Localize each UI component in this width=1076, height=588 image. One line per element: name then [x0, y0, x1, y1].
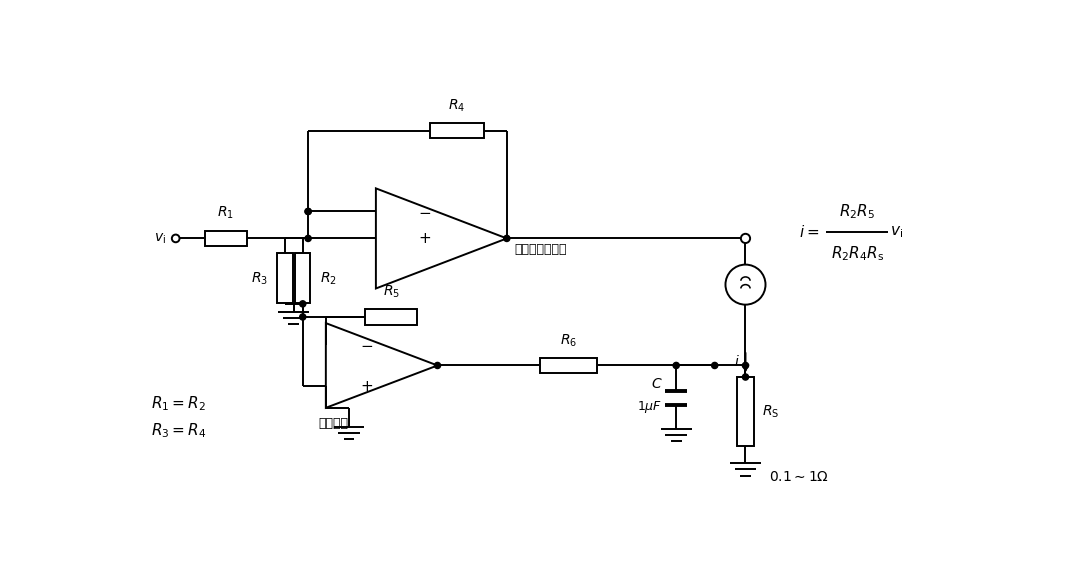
- Bar: [539, 358, 597, 373]
- Text: $i=$: $i=$: [799, 224, 820, 240]
- Text: $i$: $i$: [734, 354, 739, 369]
- Circle shape: [299, 301, 306, 307]
- Text: $R_2R_4R_{\rm s}$: $R_2R_4R_{\rm s}$: [831, 245, 883, 263]
- Circle shape: [741, 234, 750, 243]
- Text: $-$: $-$: [360, 337, 373, 352]
- Circle shape: [504, 235, 510, 242]
- Circle shape: [742, 374, 749, 380]
- Text: $R_4$: $R_4$: [448, 97, 465, 113]
- Circle shape: [435, 362, 440, 369]
- Circle shape: [306, 208, 311, 215]
- Text: $R_1$: $R_1$: [217, 205, 235, 222]
- Circle shape: [711, 362, 718, 369]
- Text: 电流反馈: 电流反馈: [318, 417, 349, 430]
- Circle shape: [725, 265, 765, 305]
- Text: $R_1=R_2$: $R_1=R_2$: [151, 395, 206, 413]
- Circle shape: [306, 235, 311, 242]
- Circle shape: [172, 235, 180, 242]
- Bar: [295, 253, 311, 303]
- Text: $-$: $-$: [419, 204, 431, 219]
- Bar: [365, 309, 417, 325]
- Text: $R_2$: $R_2$: [320, 270, 337, 287]
- Circle shape: [742, 362, 749, 369]
- Text: $C$: $C$: [651, 377, 663, 391]
- Text: 功率运算放大器: 功率运算放大器: [514, 243, 567, 256]
- Circle shape: [674, 362, 679, 369]
- Text: $R_2R_5$: $R_2R_5$: [839, 203, 875, 222]
- Text: $v_{\rm i}$: $v_{\rm i}$: [155, 231, 167, 246]
- Circle shape: [299, 314, 306, 320]
- Text: $0.1{\sim}1\Omega$: $0.1{\sim}1\Omega$: [768, 470, 829, 484]
- Text: $R_3$: $R_3$: [251, 270, 268, 287]
- Text: $+$: $+$: [360, 379, 373, 394]
- Circle shape: [306, 208, 311, 215]
- Bar: [204, 230, 246, 246]
- Text: $1\mu F$: $1\mu F$: [637, 399, 663, 415]
- Text: $+$: $+$: [419, 231, 431, 246]
- Bar: [278, 253, 293, 303]
- Text: $v_{\rm i}$: $v_{\rm i}$: [890, 225, 903, 240]
- Bar: [429, 123, 484, 138]
- Text: $R_3=R_4$: $R_3=R_4$: [151, 422, 207, 440]
- Bar: [737, 377, 754, 446]
- Text: $R_{\rm S}$: $R_{\rm S}$: [763, 403, 780, 420]
- Text: $R_5$: $R_5$: [383, 283, 400, 300]
- Text: $R_6$: $R_6$: [560, 332, 577, 349]
